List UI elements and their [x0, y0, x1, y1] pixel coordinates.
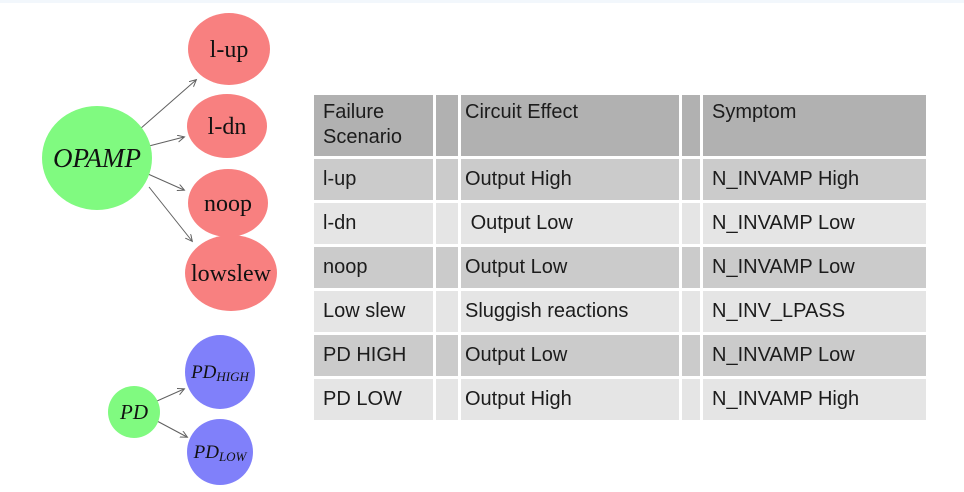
- arrow-opamp-noop: [147, 173, 184, 190]
- symptom-cell: N_INVAMP Low: [703, 203, 926, 244]
- effect-cell: Output Low: [461, 247, 679, 288]
- symptom-cell: N_INV_LPASS: [703, 291, 926, 332]
- table-row: PD LOW Output High N_INVAMP High: [314, 379, 926, 420]
- symptom-cell: N_INVAMP Low: [703, 247, 926, 288]
- pd-low-subscript: LOW: [218, 449, 248, 464]
- arrow-pd-pdhigh: [156, 389, 184, 402]
- header-circuit-effect: Circuit Effect: [461, 95, 679, 156]
- node-lowslew: lowslew: [185, 235, 277, 311]
- node-pd-high-label: PDHIGH: [190, 362, 249, 384]
- node-l-up-shape: [188, 13, 270, 85]
- node-opamp-shape: [42, 106, 152, 210]
- arrow-pd-pdlow: [156, 420, 187, 437]
- arrow-opamp-lowslew: [148, 186, 192, 241]
- node-pd-high-shape: [185, 335, 255, 409]
- symptom-cell: N_INVAMP High: [703, 379, 926, 420]
- arrow-opamp-lup: [139, 80, 196, 130]
- symptom-cell: N_INVAMP Low: [703, 335, 926, 376]
- header-spacer-2: [682, 95, 700, 156]
- spacer-cell: [436, 291, 458, 332]
- spacer-cell: [436, 379, 458, 420]
- node-pd-low-label: PDLOW: [193, 442, 248, 464]
- node-l-dn: l-dn: [187, 94, 267, 158]
- scenario-cell: l-up: [314, 159, 433, 200]
- node-l-dn-shape: [187, 94, 267, 158]
- spacer-cell: [436, 203, 458, 244]
- effect-cell: Output Low: [461, 335, 679, 376]
- symptom-cell: N_INVAMP High: [703, 159, 926, 200]
- node-lowslew-label: lowslew: [191, 261, 272, 287]
- top-accent-bar: [0, 0, 964, 3]
- node-pd: PD: [108, 386, 160, 438]
- spacer-cell: [436, 159, 458, 200]
- scenario-cell: PD HIGH: [314, 335, 433, 376]
- node-l-dn-label: l-dn: [208, 114, 247, 140]
- table-row: l-up Output High N_INVAMP High: [314, 159, 926, 200]
- arrow-opamp-ldn: [148, 137, 184, 147]
- spacer-cell: [682, 159, 700, 200]
- scenario-cell: PD LOW: [314, 379, 433, 420]
- node-pd-low-shape: [187, 419, 253, 485]
- table-header-row: Failure Scenario Circuit Effect Symptom: [314, 95, 926, 156]
- header-symptom: Symptom: [703, 95, 926, 156]
- node-noop-label: noop: [204, 191, 252, 217]
- table-row: PD HIGH Output Low N_INVAMP Low: [314, 335, 926, 376]
- effect-cell: Output High: [461, 379, 679, 420]
- header-failure-scenario: Failure Scenario: [314, 95, 433, 156]
- node-pd-high: PDHIGH: [185, 335, 255, 409]
- table-row: Low slew Sluggish reactions N_INV_LPASS: [314, 291, 926, 332]
- scenario-cell: noop: [314, 247, 433, 288]
- node-pd-shape: [108, 386, 160, 438]
- table-row: noop Output Low N_INVAMP Low: [314, 247, 926, 288]
- scenario-cell: Low slew: [314, 291, 433, 332]
- node-l-up: l-up: [188, 13, 270, 85]
- node-opamp: OPAMP: [42, 106, 152, 210]
- fault-tree-diagram: OPAMP l-up l-dn noop lowslew PD PDHIGH: [42, 13, 277, 485]
- failure-scenario-table: Failure Scenario Circuit Effect Symptom …: [311, 92, 929, 423]
- table-row: l-dn Output Low N_INVAMP Low: [314, 203, 926, 244]
- pd-high-main: PD: [190, 362, 217, 383]
- spacer-cell: [682, 379, 700, 420]
- node-noop: noop: [188, 169, 268, 237]
- node-lowslew-shape: [185, 235, 277, 311]
- spacer-cell: [436, 247, 458, 288]
- node-opamp-label: OPAMP: [53, 143, 141, 173]
- node-pd-label: PD: [119, 400, 148, 424]
- tree-arrows: [139, 80, 196, 437]
- pd-low-main: PD: [193, 442, 220, 463]
- node-l-up-label: l-up: [210, 37, 249, 63]
- node-noop-shape: [188, 169, 268, 237]
- spacer-cell: [682, 203, 700, 244]
- spacer-cell: [682, 335, 700, 376]
- effect-cell: Output High: [461, 159, 679, 200]
- effect-cell: Output Low: [461, 203, 679, 244]
- spacer-cell: [682, 247, 700, 288]
- effect-cell: Sluggish reactions: [461, 291, 679, 332]
- header-spacer-1: [436, 95, 458, 156]
- scenario-cell: l-dn: [314, 203, 433, 244]
- spacer-cell: [682, 291, 700, 332]
- spacer-cell: [436, 335, 458, 376]
- pd-high-subscript: HIGH: [215, 369, 249, 384]
- node-pd-low: PDLOW: [187, 419, 253, 485]
